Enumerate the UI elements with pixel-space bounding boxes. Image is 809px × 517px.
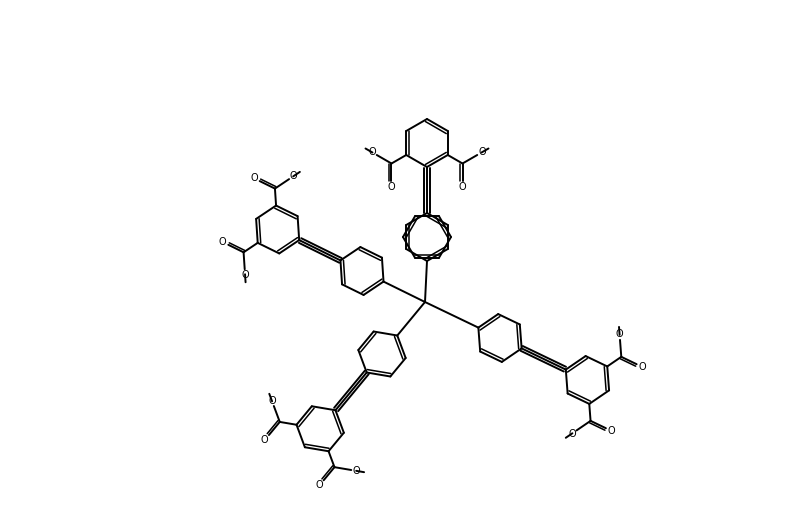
Text: O: O xyxy=(218,237,227,247)
Text: O: O xyxy=(388,182,396,192)
Text: O: O xyxy=(459,182,466,192)
Text: O: O xyxy=(568,429,576,438)
Text: O: O xyxy=(241,270,249,280)
Text: O: O xyxy=(368,147,376,157)
Text: O: O xyxy=(608,426,616,436)
Text: O: O xyxy=(616,329,624,339)
Text: O: O xyxy=(638,362,646,372)
Text: O: O xyxy=(316,480,324,490)
Text: O: O xyxy=(353,466,361,476)
Text: O: O xyxy=(250,173,258,183)
Text: O: O xyxy=(290,171,298,181)
Text: O: O xyxy=(261,435,269,445)
Text: O: O xyxy=(268,396,276,406)
Text: O: O xyxy=(478,147,486,157)
